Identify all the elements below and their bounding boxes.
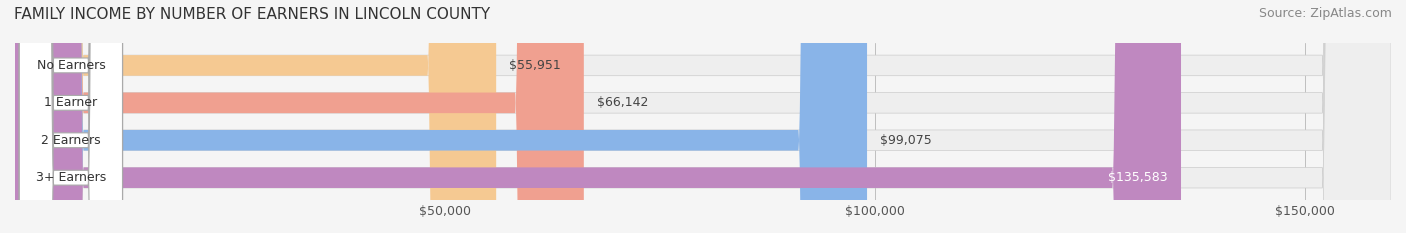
FancyBboxPatch shape [15,0,496,233]
Text: 1 Earner: 1 Earner [45,96,97,109]
FancyBboxPatch shape [20,0,122,233]
Text: 2 Earners: 2 Earners [41,134,101,147]
Text: Source: ZipAtlas.com: Source: ZipAtlas.com [1258,7,1392,20]
FancyBboxPatch shape [20,0,122,233]
Text: $55,951: $55,951 [509,59,561,72]
FancyBboxPatch shape [20,0,122,233]
FancyBboxPatch shape [15,0,1391,233]
Text: $66,142: $66,142 [596,96,648,109]
Text: $99,075: $99,075 [880,134,932,147]
FancyBboxPatch shape [15,0,1391,233]
FancyBboxPatch shape [15,0,583,233]
Text: No Earners: No Earners [37,59,105,72]
FancyBboxPatch shape [15,0,1391,233]
FancyBboxPatch shape [15,0,1181,233]
Text: $135,583: $135,583 [1108,171,1168,184]
Text: FAMILY INCOME BY NUMBER OF EARNERS IN LINCOLN COUNTY: FAMILY INCOME BY NUMBER OF EARNERS IN LI… [14,7,491,22]
FancyBboxPatch shape [20,0,122,233]
FancyBboxPatch shape [15,0,1391,233]
FancyBboxPatch shape [15,0,868,233]
Text: 3+ Earners: 3+ Earners [35,171,105,184]
